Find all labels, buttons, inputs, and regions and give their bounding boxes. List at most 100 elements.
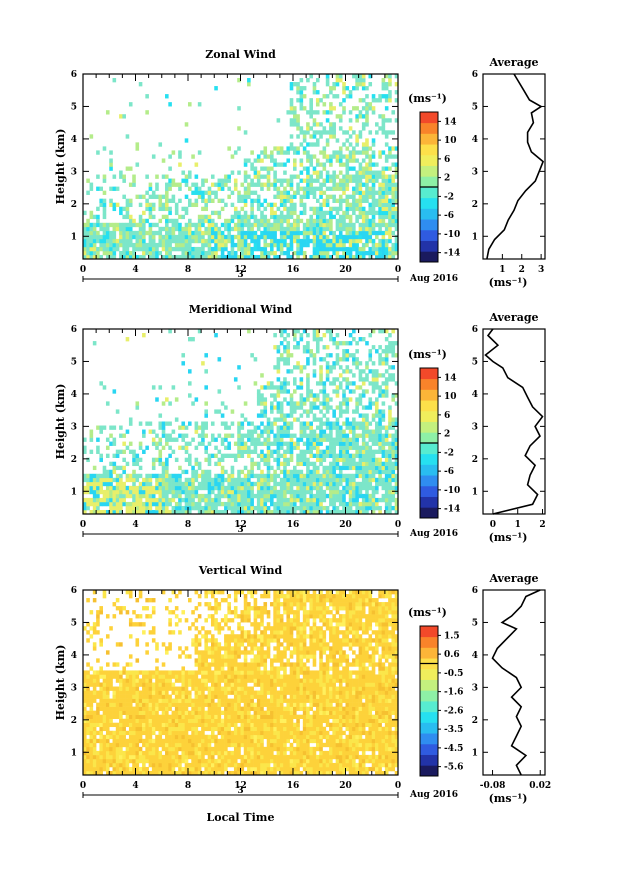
colorbar-tick-label: -5.6 <box>444 763 463 773</box>
colorbar-tick-label: -10 <box>444 230 460 240</box>
colorbar-swatch <box>420 251 438 262</box>
colorbar-tick-label: 2 <box>444 174 450 184</box>
colorbar-swatch <box>420 765 438 776</box>
y-tick-label: 5 <box>71 357 77 367</box>
colorbar-swatch <box>420 400 438 411</box>
profile-line <box>493 590 541 775</box>
colorbar-swatch <box>420 176 438 187</box>
colorbar-tick-label: -2.6 <box>444 706 463 716</box>
profile-y-tick-label: 3 <box>472 422 478 432</box>
colorbar-swatch <box>420 712 438 723</box>
profile-x-tick-label: 0 <box>490 520 496 530</box>
colorbar-swatch <box>420 411 438 422</box>
colorbar-tick-label: -0.5 <box>444 669 463 679</box>
colorbar-swatch <box>420 647 438 658</box>
colorbar-swatch <box>420 432 438 443</box>
colorbar-swatch <box>420 637 438 648</box>
colorbar-swatch <box>420 187 438 198</box>
x-tick-label: 0 <box>80 265 86 275</box>
day-label: 3 <box>237 525 243 535</box>
x-tick-label: 20 <box>339 781 352 791</box>
colorbar-swatch <box>420 368 438 379</box>
colorbar-unit: (ms⁻¹) <box>408 92 447 105</box>
profile-y-tick-label: 6 <box>472 325 478 335</box>
colorbar-tick-label: 0.6 <box>444 650 460 660</box>
y-tick-label: 2 <box>71 716 77 726</box>
x-tick-label: 16 <box>287 265 300 275</box>
x-tick-label: 0 <box>80 781 86 791</box>
y-tick-label: 6 <box>71 325 77 335</box>
profile-x-tick-label: 1 <box>499 265 505 275</box>
y-axis-label: Height (km) <box>54 645 67 721</box>
colorbar-swatch <box>420 198 438 209</box>
x-tick-label: 8 <box>185 520 191 530</box>
x-tick-label: 4 <box>132 265 138 275</box>
profile-y-tick-label: 3 <box>472 167 478 177</box>
y-tick-label: 5 <box>71 102 77 112</box>
x-tick-label: 0 <box>395 265 401 275</box>
profile-x-tick-label: 3 <box>538 265 544 275</box>
profile-y-tick-label: 6 <box>472 70 478 80</box>
y-tick-label: 2 <box>71 455 77 465</box>
colorbar-swatch <box>420 219 438 230</box>
colorbar-tick-label: -6 <box>444 211 454 221</box>
colorbar-tick-label: -4.5 <box>444 744 463 754</box>
colorbar-swatch <box>420 486 438 497</box>
colorbar-tick-label: -14 <box>444 505 460 515</box>
colorbar-swatch <box>420 733 438 744</box>
panel-title: Meridional Wind <box>189 303 293 316</box>
profile-y-tick-label: 2 <box>472 200 478 210</box>
heatmap <box>83 329 398 514</box>
colorbar-tick-label: -6 <box>444 467 454 477</box>
date-label: Aug 2016 <box>409 790 458 800</box>
colorbar-tick-label: 14 <box>444 117 457 127</box>
profile-x-tick-label: 1 <box>515 520 521 530</box>
x-tick-label: 20 <box>339 520 352 530</box>
colorbar-swatch <box>420 389 438 400</box>
colorbar-tick-label: -14 <box>444 249 460 259</box>
colorbar-tick-label: 1.5 <box>444 631 460 641</box>
x-tick-label: 0 <box>395 520 401 530</box>
y-tick-label: 5 <box>71 618 77 628</box>
colorbar-swatch <box>420 133 438 144</box>
colorbar-swatch <box>420 144 438 155</box>
y-tick-label: 3 <box>71 167 77 177</box>
colorbar-swatch <box>420 507 438 518</box>
colorbar-swatch <box>420 669 438 680</box>
colorbar-swatch <box>420 722 438 733</box>
profile-x-label: (ms⁻¹) <box>489 531 528 544</box>
profile-x-label: (ms⁻¹) <box>489 276 528 289</box>
colorbar-swatch <box>420 230 438 241</box>
x-tick-label: 8 <box>185 265 191 275</box>
colorbar-swatch <box>420 422 438 433</box>
profile-y-tick-label: 1 <box>472 487 478 497</box>
x-tick-label: 4 <box>132 781 138 791</box>
colorbar-swatch <box>420 379 438 390</box>
profile-x-tick-label: 2 <box>519 265 525 275</box>
colorbar-swatch <box>420 454 438 465</box>
x-tick-label: 0 <box>395 781 401 791</box>
y-tick-label: 6 <box>71 586 77 596</box>
x-tick-label: 4 <box>132 520 138 530</box>
colorbar-swatch <box>420 208 438 219</box>
profile-y-tick-label: 4 <box>472 651 478 661</box>
profile-y-tick-label: 1 <box>472 232 478 242</box>
y-tick-label: 4 <box>71 651 77 661</box>
colorbar-swatch <box>420 123 438 134</box>
x-axis-label: Local Time <box>207 811 275 824</box>
x-tick-label: 8 <box>185 781 191 791</box>
colorbar-tick-label: 2 <box>444 430 450 440</box>
colorbar-swatch <box>420 443 438 454</box>
profile-y-tick-label: 4 <box>472 135 478 145</box>
y-tick-label: 4 <box>71 390 77 400</box>
profile-y-tick-label: 1 <box>472 748 478 758</box>
date-label: Aug 2016 <box>409 529 458 539</box>
x-tick-label: 16 <box>287 781 300 791</box>
profile-y-tick-label: 2 <box>472 716 478 726</box>
profile-y-tick-label: 6 <box>472 586 478 596</box>
colorbar-tick-label: 6 <box>444 155 450 165</box>
colorbar-tick-label: 6 <box>444 411 450 421</box>
